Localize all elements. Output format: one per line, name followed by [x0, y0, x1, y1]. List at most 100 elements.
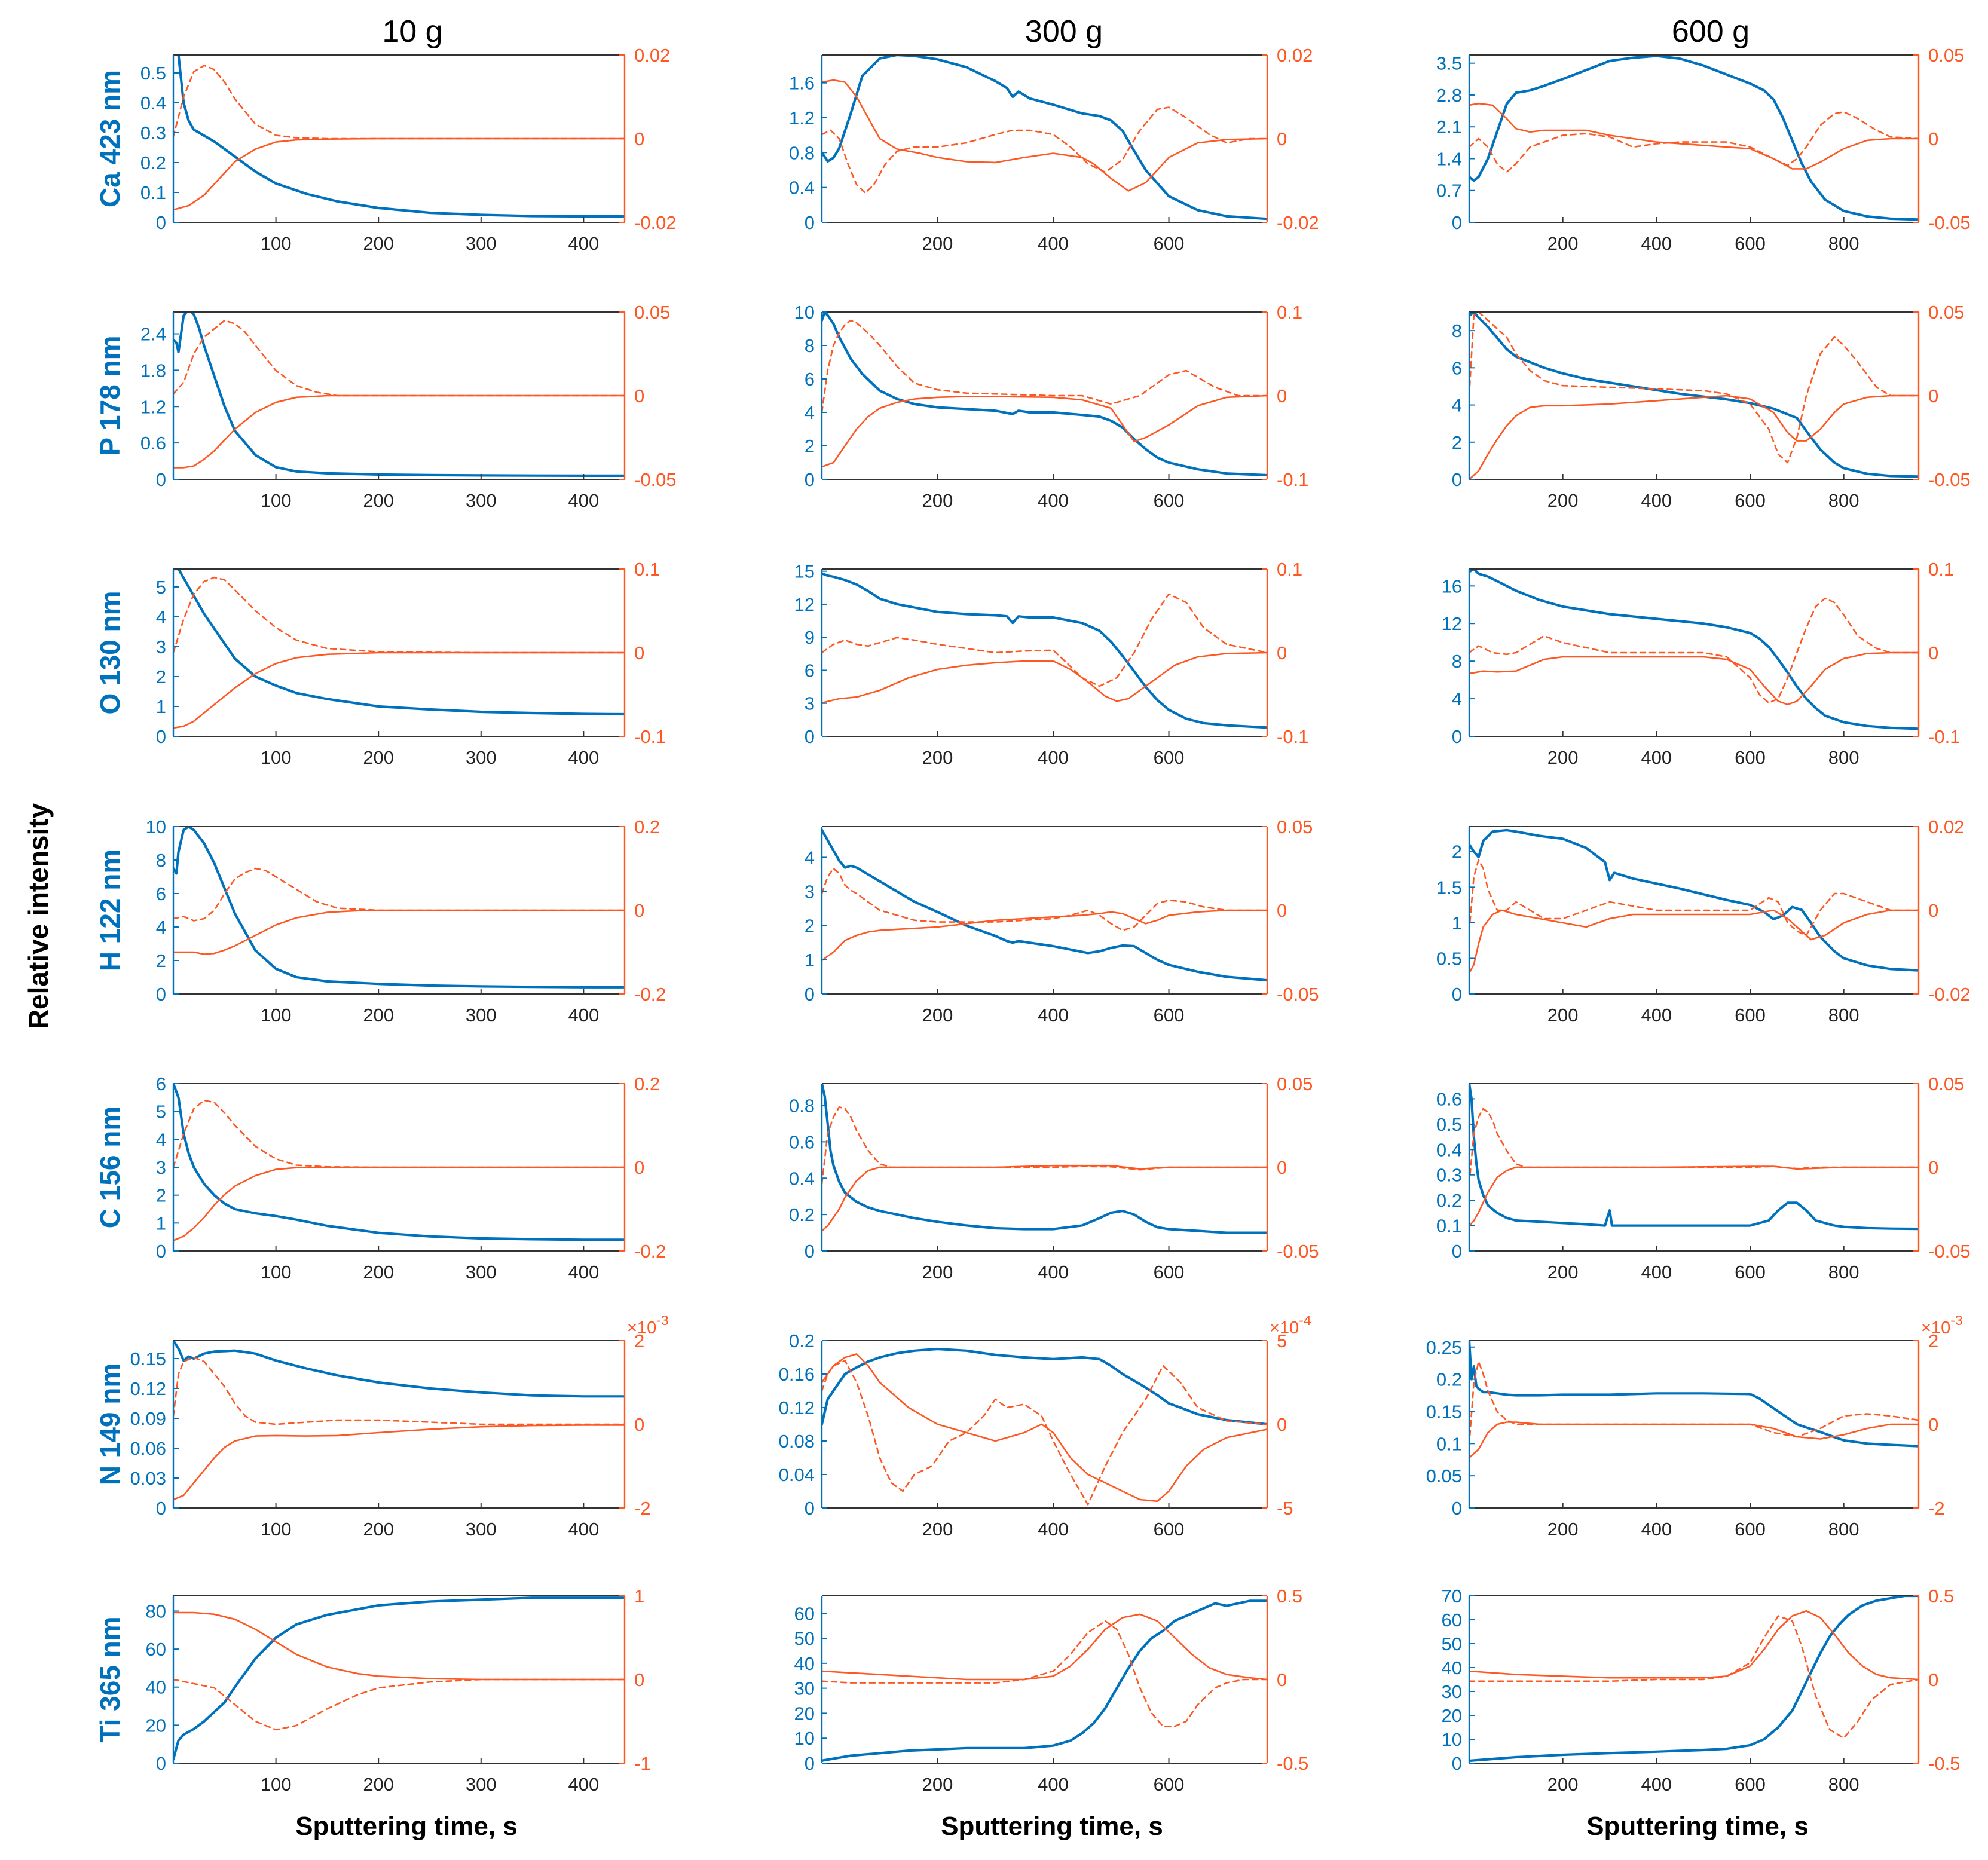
- series-integral-solid-line: [822, 1164, 1267, 1232]
- y-tick-label-left: 1.5: [1436, 877, 1462, 898]
- y-tick-label-left: 0.6: [1436, 1088, 1462, 1109]
- panel-h-122-nm-600-g: 200 400 600 800 0 0.5 1 1.5 2 -0.02 0 0.02: [1436, 816, 1971, 1026]
- y-tick-label-left: 40: [794, 1653, 815, 1674]
- y-tick-label-right: 5: [1277, 1330, 1287, 1351]
- y-tick-label-left: 0.6: [140, 433, 166, 454]
- y-tick-label-right: 0.05: [1277, 816, 1313, 837]
- series-derivative-dashed-line: [173, 319, 625, 397]
- panel-ca-423-nm-300-g: 200 400 600 0 0.4 0.8 1.2 1.6 -0.02 0 0.02: [789, 45, 1319, 254]
- y-tick-label-left: 2: [805, 436, 815, 457]
- series-intensity-solid-line: [822, 1084, 1267, 1234]
- x-tick-label: 400: [568, 1262, 599, 1283]
- series-integral-solid-line: [173, 394, 625, 469]
- series-derivative-dashed-line: [1469, 1108, 1919, 1185]
- y-tick-label-left: 6: [1452, 357, 1462, 378]
- x-tick-label: 200: [922, 1262, 953, 1283]
- y-tick-label-right: 0.05: [1928, 1073, 1964, 1094]
- series-integral-solid-line: [1469, 102, 1919, 170]
- y-tick-label-right: -0.1: [1277, 469, 1308, 490]
- panel-c-156-nm-300-g: 200 400 600 0 0.2 0.4 0.6 0.8 -0.05 0 0.05: [789, 1073, 1319, 1283]
- y-tick-label-left: 16: [1442, 576, 1462, 596]
- x-tick-label: 400: [1038, 1262, 1069, 1283]
- y-tick-label-left: 4: [1452, 395, 1462, 416]
- series-intensity-solid-line: [173, 569, 625, 716]
- y-tick-label-left: 0: [1452, 1498, 1462, 1519]
- series-intensity-solid-line: [822, 572, 1267, 729]
- x-tick-label: 800: [1828, 490, 1859, 511]
- x-tick-label: 400: [1038, 1519, 1069, 1540]
- x-tick-label: 200: [1547, 1519, 1579, 1540]
- figure-ylabel: Relative intensity: [23, 803, 54, 1029]
- y-tick-label-left: 0.6: [789, 1131, 815, 1152]
- y-tick-label-right: 0.05: [1928, 302, 1964, 323]
- y-tick-label-right: -0.05: [1928, 1241, 1971, 1262]
- y-tick-label-left: 10: [794, 1728, 815, 1749]
- y-tick-label-right: 0.05: [634, 302, 670, 323]
- y-tick-label-right: -2: [634, 1498, 651, 1519]
- y-tick-label-left: 0: [1452, 1241, 1462, 1262]
- y-tick-label-right: 0: [1277, 643, 1287, 663]
- series-group: [822, 1599, 1267, 1762]
- series-group: [1469, 1084, 1919, 1231]
- x-tick-label: 400: [1641, 1262, 1672, 1283]
- x-tick-label: 800: [1828, 1005, 1859, 1026]
- y-tick-label-left: 0: [805, 1498, 815, 1519]
- panel-c-156-nm-10-g: 100 200 300 400 0 1 2 3 4 5 6 -0.2 0 0.2 C 156 nm: [94, 1073, 666, 1283]
- y-tick-label-left: 40: [146, 1677, 166, 1698]
- row-label-o-130-nm: O 130 nm: [94, 591, 126, 714]
- y-tick-label-right: 0: [634, 643, 644, 663]
- row-label-p-178-nm: P 178 nm: [94, 335, 126, 455]
- x-tick-label: 200: [922, 747, 953, 768]
- x-tick-label: 200: [1547, 1005, 1579, 1026]
- y-tick-label-left: 2: [1452, 432, 1462, 453]
- series-intensity-solid-line: [822, 828, 1267, 982]
- series-integral-solid-line: [173, 1611, 625, 1681]
- y-tick-label-right: 0.05: [1277, 1073, 1313, 1094]
- x-tick-label: 400: [568, 233, 599, 254]
- x-tick-label: 600: [1154, 1005, 1185, 1026]
- y-tick-label-left: 4: [156, 607, 166, 628]
- series-intensity-solid-line: [822, 312, 1267, 477]
- series-group: [822, 55, 1267, 221]
- series-group: [173, 569, 625, 729]
- y-tick-label-left: 20: [794, 1703, 815, 1724]
- series-intensity-solid-line: [173, 827, 625, 989]
- y-tick-label-left: 0: [805, 1753, 815, 1774]
- y-tick-label-left: 3: [156, 1157, 166, 1178]
- x-tick-label: 200: [1547, 490, 1579, 511]
- y-tick-label-left: 70: [1442, 1586, 1462, 1607]
- series-derivative-dashed-line: [1469, 597, 1919, 704]
- row-label-h-122-nm: H 122 nm: [94, 849, 126, 972]
- x-tick-label: 600: [1735, 233, 1766, 254]
- y-tick-label-left: 1: [156, 696, 166, 717]
- panel-o-130-nm-600-g: 200 400 600 800 0 4 8 12 16 -0.1 0 0.1: [1442, 559, 1961, 768]
- y-tick-label-right: 0: [1928, 900, 1938, 921]
- y-tick-label-right: 0.5: [1928, 1586, 1954, 1607]
- y-tick-label-right: -0.05: [634, 469, 677, 490]
- series-derivative-dashed-line: [173, 576, 625, 654]
- series-group: [173, 1084, 625, 1241]
- y-tick-label-left: 20: [146, 1715, 166, 1736]
- y-tick-label-right: 0.02: [1277, 45, 1313, 66]
- x-tick-label: 300: [466, 1262, 497, 1283]
- x-tick-label: 100: [261, 1005, 292, 1026]
- y-tick-label-left: 3: [156, 637, 166, 657]
- panel-n-149-nm-600-g: 200 400 600 800 0 0.05 0.1 0.15 0.2 0.25 -2 0 2×10-3: [1426, 1313, 1963, 1540]
- panel-n-149-nm-300-g: 200 400 600 0 0.04 0.08 0.12 0.16 0.2 -5 0 5×10-4: [779, 1313, 1311, 1540]
- series-integral-solid-line: [1469, 1165, 1919, 1227]
- x-tick-label: 800: [1828, 1519, 1859, 1540]
- x-tick-label: 200: [363, 233, 394, 254]
- y-tick-label-left: 5: [156, 1102, 166, 1122]
- series-intensity-solid-line: [1469, 312, 1919, 478]
- x-tick-label: 100: [261, 1519, 292, 1540]
- series-derivative-dashed-line: [173, 1356, 625, 1425]
- y-tick-label-left: 80: [146, 1601, 166, 1622]
- x-tick-label: 600: [1735, 1005, 1766, 1026]
- x-tick-label: 800: [1828, 747, 1859, 768]
- x-tick-label: 100: [261, 1774, 292, 1795]
- y-tick-label-left: 50: [1442, 1633, 1462, 1654]
- y-tick-label-left: 0.1: [140, 182, 166, 203]
- x-tick-label: 600: [1154, 1262, 1185, 1283]
- x-tick-label: 600: [1735, 1519, 1766, 1540]
